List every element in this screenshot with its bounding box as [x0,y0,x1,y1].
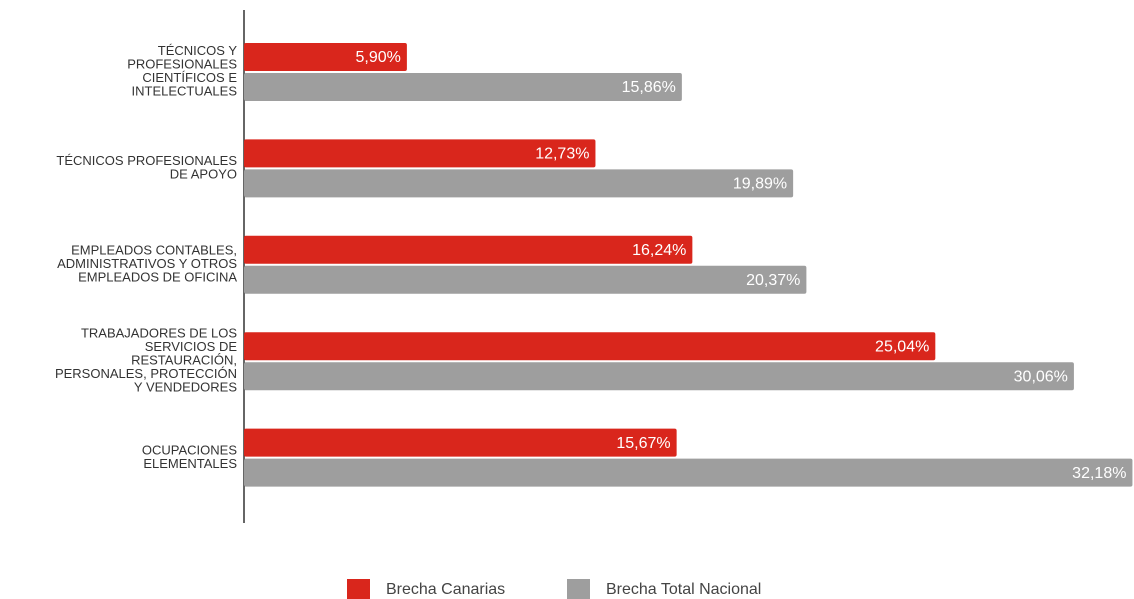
legend-swatch [347,579,370,599]
category-label: DE APOYO [170,167,237,182]
category-label: PROFESIONALES [127,57,237,72]
legend-label: Brecha Canarias [386,581,505,598]
category-label: EMPLEADOS CONTABLES, [71,243,237,258]
value-label: 15,86% [622,79,676,96]
legend-swatch [567,579,590,599]
bar [244,332,936,361]
bar [244,235,693,264]
category-label: OCUPACIONES [142,442,237,457]
category-label: TRABAJADORES DE LOS [81,326,237,341]
category-label: TÉCNICOS Y [158,43,238,58]
category-label: ELEMENTALES [143,456,237,471]
category-label: Y VENDEDORES [134,380,237,395]
category-label: SERVICIOS DE [145,339,238,354]
bar [244,265,807,294]
bar [244,362,1074,391]
category-label: RESTAURACIÓN, [131,353,237,368]
value-label: 19,89% [733,176,787,193]
value-label: 30,06% [1014,368,1068,385]
value-label: 15,67% [616,435,670,452]
bar [244,458,1133,487]
category-label: TÉCNICOS PROFESIONALES [56,153,237,168]
value-label: 25,04% [875,338,929,355]
category-label: ADMINISTRATIVOS Y OTROS [57,256,237,271]
legend-label: Brecha Total Nacional [606,581,761,598]
bar [244,428,677,457]
bar [244,43,407,71]
category-label: INTELECTUALES [132,84,238,99]
category-label: PERSONALES, PROTECCIÓN [55,366,237,381]
bar [244,169,794,198]
category-label: CIENTÍFICOS E [142,70,237,85]
bar [244,139,596,168]
category-label: EMPLEADOS DE OFICINA [78,270,237,285]
bar [244,73,682,101]
value-label: 16,24% [632,242,686,259]
value-label: 5,90% [356,49,401,66]
value-label: 32,18% [1072,465,1126,482]
value-label: 20,37% [746,272,800,289]
value-label: 12,73% [535,146,589,163]
